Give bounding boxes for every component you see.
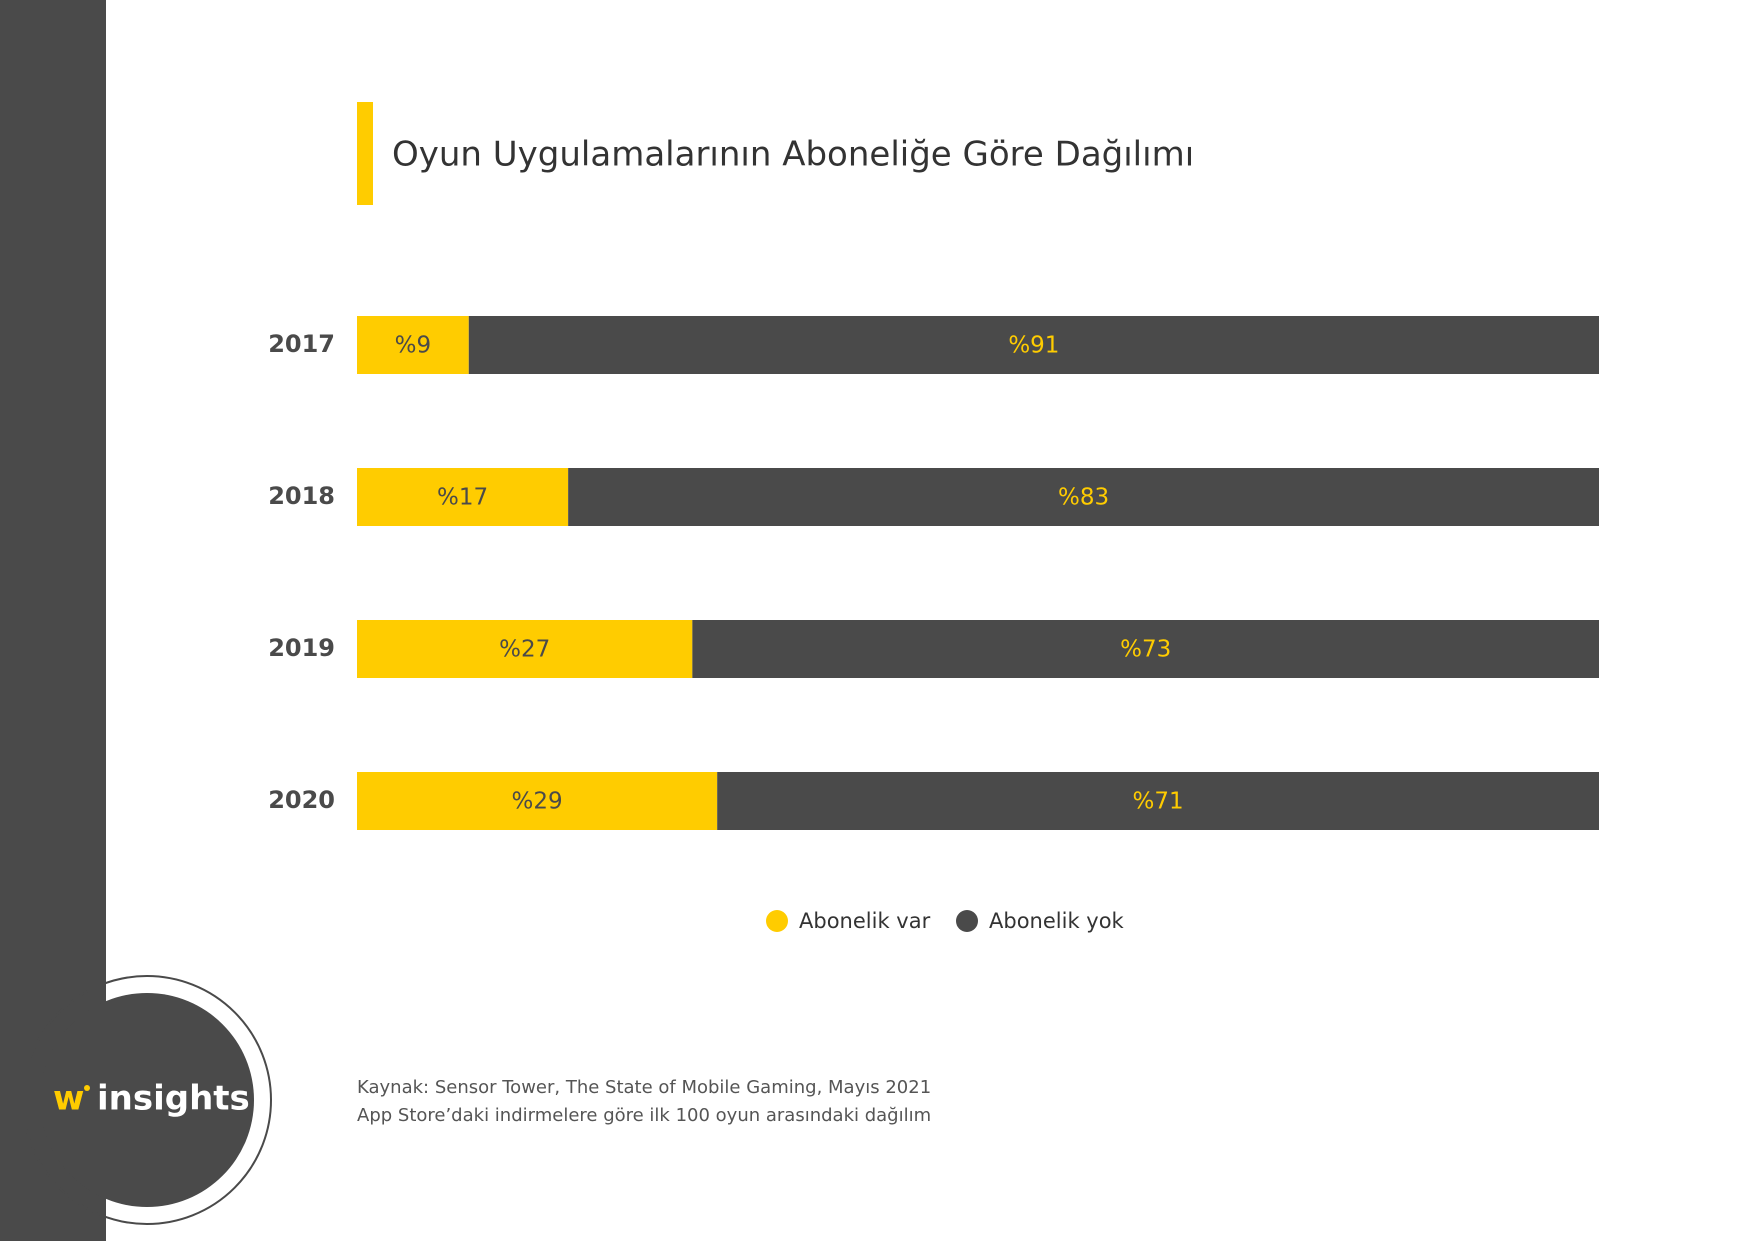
value-label: %29 [512, 789, 563, 815]
logo-circle [40, 993, 254, 1207]
value-label: %17 [437, 485, 488, 511]
bar-segment [468, 316, 1599, 374]
bar-segment [717, 772, 1599, 830]
bar-segment [357, 772, 718, 830]
value-label: %91 [1008, 333, 1059, 359]
logo-name: insights [97, 1079, 250, 1119]
y-tick-label: 2020 [268, 786, 335, 814]
logo-dot [84, 1085, 90, 1091]
legend-swatch [766, 910, 788, 932]
chart-title: Oyun Uygulamalarının Aboneliğe Göre Dağı… [392, 135, 1194, 175]
value-label: %27 [499, 637, 550, 663]
logo-ring [22, 975, 272, 1225]
legend-label: Abonelik yok [989, 909, 1125, 933]
logo-mark: w [53, 1079, 84, 1119]
value-label: %83 [1058, 485, 1109, 511]
source-line: Kaynak: Sensor Tower, The State of Mobil… [357, 1077, 931, 1098]
value-label: %9 [395, 333, 432, 359]
bar-segment [357, 620, 693, 678]
y-tick-label: 2018 [268, 482, 335, 510]
bar-segment [692, 620, 1599, 678]
legend-swatch [956, 910, 978, 932]
value-label: %73 [1120, 637, 1171, 663]
bar-segment [357, 468, 569, 526]
value-label: %71 [1133, 789, 1184, 815]
bar-segment [357, 316, 469, 374]
legend-label: Abonelik var [799, 909, 931, 933]
y-tick-label: 2019 [268, 634, 335, 662]
y-tick-label: 2017 [268, 330, 335, 358]
title-accent [357, 102, 373, 205]
source-line: App Store’daki indirmelere göre ilk 100 … [357, 1105, 931, 1126]
bar-segment [568, 468, 1599, 526]
